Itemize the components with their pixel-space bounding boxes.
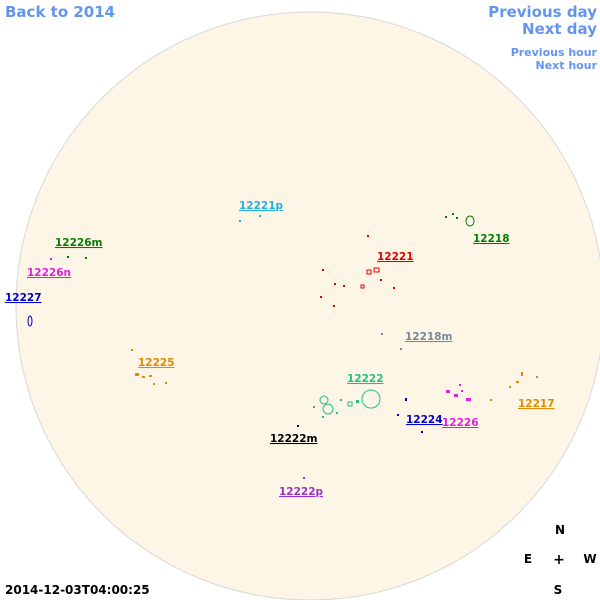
region-label[interactable]: 12222: [347, 373, 384, 385]
sunspots: [27, 213, 538, 479]
region-label[interactable]: 12221: [377, 251, 414, 263]
solar-disk: [15, 11, 600, 600]
previous-hour-link[interactable]: Previous hour: [511, 46, 598, 59]
region-label[interactable]: 12218m: [405, 331, 453, 343]
region-label[interactable]: 12221p: [239, 200, 284, 212]
region-label[interactable]: 12227: [5, 292, 42, 304]
compass-east: E: [524, 552, 532, 566]
compass-south: S: [554, 583, 563, 597]
region-label[interactable]: 12225: [138, 357, 175, 369]
region-label[interactable]: 12222m: [270, 433, 318, 445]
region-label[interactable]: 12226m: [55, 237, 103, 249]
compass-west: W: [583, 552, 596, 566]
region-label[interactable]: 12217: [518, 398, 555, 410]
region-label[interactable]: 12222p: [279, 486, 324, 498]
timestamp: 2014-12-03T04:00:25: [5, 583, 150, 597]
previous-day-link[interactable]: Previous day: [488, 3, 597, 21]
compass-north: N: [555, 523, 565, 537]
region-label[interactable]: 12226: [442, 417, 479, 429]
region-label[interactable]: 12226n: [27, 267, 71, 279]
region-label[interactable]: 12224: [406, 414, 443, 426]
compass-center: +: [553, 552, 565, 568]
next-day-link[interactable]: Next day: [522, 20, 597, 38]
region-label[interactable]: 12218: [473, 233, 510, 245]
back-link[interactable]: Back to 2014: [5, 3, 115, 21]
next-hour-link[interactable]: Next hour: [536, 59, 598, 72]
